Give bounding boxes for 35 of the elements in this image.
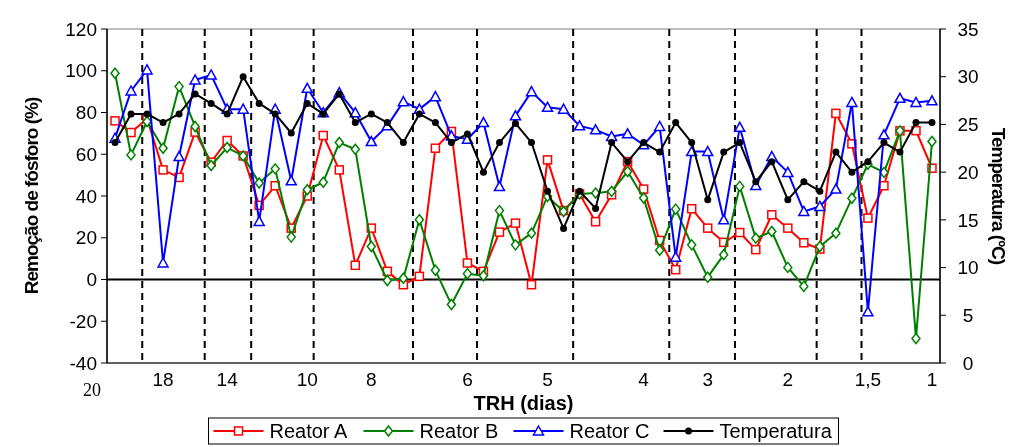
y-tick-label: 60: [75, 143, 97, 165]
x-tick-label: 8: [366, 369, 377, 390]
y2-tick-label: 10: [957, 257, 979, 279]
y-tick-label: 20: [75, 227, 97, 249]
legend-label: Reator C: [569, 420, 650, 442]
x-tick-label: 5: [542, 369, 553, 390]
y2-tick-label: 30: [957, 66, 979, 88]
legend-label: Temperatura: [719, 420, 833, 442]
y-tick-label: -40: [69, 352, 97, 374]
x-tick-label: 2: [782, 369, 794, 390]
x-axis-title: TRH (dias): [473, 392, 574, 414]
legend-label: Reator B: [419, 420, 499, 442]
y2-tick-label: 25: [957, 114, 979, 136]
y2-tick-label: 0: [962, 352, 974, 374]
y2-tick-label: 20: [957, 161, 979, 183]
y2-tick-label: 15: [957, 209, 979, 231]
x-tick-label: 14: [216, 369, 239, 390]
x-tick-label: 3: [702, 369, 714, 390]
y-tick-label: 120: [65, 18, 97, 40]
y-tick-label: 40: [75, 185, 97, 207]
y-tick-label: -20: [69, 310, 97, 332]
y-tick-label: 0: [86, 269, 97, 291]
x-tick-label: 4: [638, 369, 650, 390]
y-tick-label: 80: [75, 102, 97, 124]
y2-tick-label: 35: [957, 18, 979, 40]
y2-axis-title: Temperatura (ºC): [988, 127, 1009, 265]
x-tick-label: 18: [152, 369, 174, 390]
y2-tick-label: 5: [962, 304, 974, 326]
y-axis-title: Remoção de fósforo (%): [21, 97, 42, 295]
legend-label: Reator A: [269, 420, 348, 442]
y-tick-label: 100: [65, 60, 97, 82]
x-tick-label: 1,5: [854, 369, 882, 390]
x-tick-label: 1: [926, 369, 938, 390]
x-tick-label: 6: [462, 369, 473, 390]
x-tick-label: 10: [296, 369, 318, 390]
